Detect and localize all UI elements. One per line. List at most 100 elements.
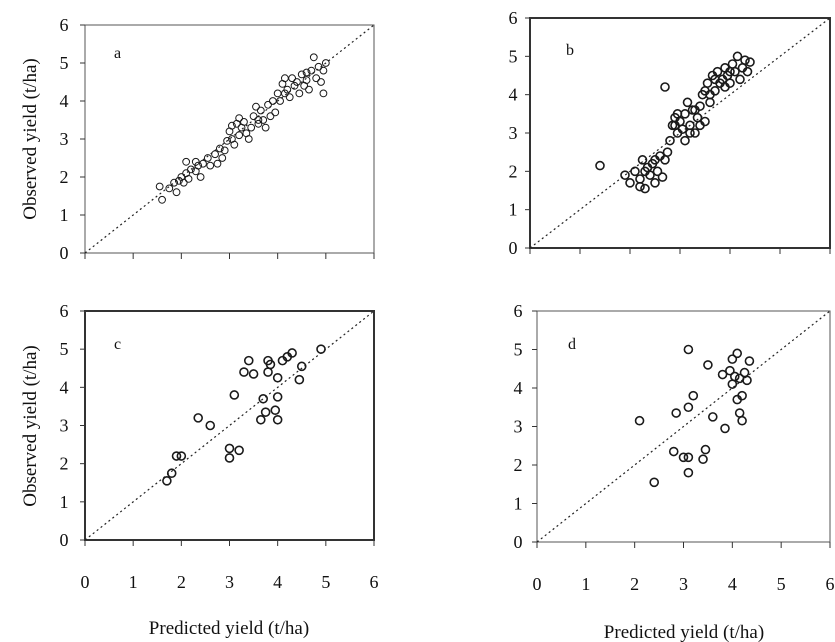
data-point <box>683 402 694 413</box>
y-tick-label: 4 <box>60 377 69 397</box>
data-point <box>707 412 718 422</box>
data-point <box>649 477 660 488</box>
data-point <box>690 128 700 138</box>
data-point <box>176 451 187 461</box>
data-point <box>692 112 703 123</box>
data-point <box>261 123 270 132</box>
data-point <box>682 97 693 108</box>
data-point <box>634 415 645 426</box>
data-point <box>166 468 177 479</box>
data-point <box>266 112 275 121</box>
data-point <box>657 172 668 182</box>
data-point <box>316 344 326 354</box>
data-point <box>702 78 713 88</box>
data-point <box>305 85 313 94</box>
y-tick-label: 4 <box>509 85 518 105</box>
data-point <box>652 166 663 177</box>
data-point <box>744 356 755 366</box>
data-point <box>671 408 681 418</box>
data-point <box>270 405 281 416</box>
data-point <box>223 137 231 145</box>
data-point <box>196 173 205 181</box>
data-point <box>740 55 750 65</box>
data-point <box>690 105 700 115</box>
data-point <box>705 89 715 100</box>
data-point <box>206 161 215 170</box>
data-point <box>678 452 689 463</box>
y-tick-label: 5 <box>514 340 523 360</box>
data-point <box>287 348 297 358</box>
data-point <box>710 74 720 85</box>
data-point <box>235 114 244 122</box>
data-point <box>171 451 182 461</box>
data-point <box>224 443 235 454</box>
panel-c: c Observed yield (t/ha) Predicted yield … <box>20 301 379 639</box>
data-point <box>695 120 705 131</box>
data-point <box>235 131 244 140</box>
data-point <box>283 85 292 94</box>
data-point <box>155 182 164 191</box>
data-point <box>239 367 249 377</box>
one-to-one-line <box>529 17 831 249</box>
y-tick-label: 4 <box>60 91 69 111</box>
data-point <box>737 390 747 401</box>
data-point <box>635 174 645 184</box>
data-point <box>670 120 680 131</box>
data-point <box>745 57 755 67</box>
data-point <box>683 467 694 478</box>
one-to-one-line <box>84 310 375 541</box>
data-point <box>297 70 306 79</box>
data-point <box>321 59 330 67</box>
data-point <box>199 159 207 168</box>
y-tick-label: 6 <box>509 8 518 28</box>
data-point <box>319 66 328 75</box>
data-point <box>213 159 222 168</box>
y-tick-label: 0 <box>509 238 518 258</box>
data-point <box>302 76 311 84</box>
data-point <box>665 135 675 146</box>
panel-letter: d <box>568 336 576 353</box>
y-tick-label: 3 <box>60 129 69 149</box>
y-tick-label: 0 <box>60 530 69 550</box>
data-point <box>211 150 219 159</box>
data-point <box>640 166 650 177</box>
data-point <box>285 93 294 102</box>
y-tick-label: 3 <box>514 417 523 437</box>
x-axis-title: Predicted yield (t/ha) <box>604 622 764 642</box>
data-point <box>258 393 269 404</box>
one-to-one-line <box>536 310 831 543</box>
data-point <box>720 423 730 434</box>
data-point <box>688 390 699 401</box>
data-point <box>727 379 738 389</box>
data-point <box>230 140 239 149</box>
data-point <box>640 183 650 194</box>
data-point <box>194 161 203 170</box>
data-point <box>668 446 679 457</box>
data-point <box>677 124 688 134</box>
data-point <box>630 166 640 177</box>
x-tick-label: 0 <box>533 574 542 594</box>
data-point <box>302 68 311 77</box>
data-point <box>244 135 253 143</box>
y-tick-label: 2 <box>60 167 69 187</box>
data-point <box>240 118 248 126</box>
data-point <box>272 392 283 402</box>
data-point <box>727 59 738 69</box>
data-point <box>685 128 695 138</box>
data-point <box>312 74 321 83</box>
data-point <box>260 407 271 417</box>
data-point <box>172 188 181 197</box>
data-point <box>272 414 283 425</box>
data-point <box>184 175 193 183</box>
data-point <box>252 102 260 111</box>
data-point <box>307 66 316 75</box>
data-point <box>254 116 263 124</box>
data-point <box>742 66 753 77</box>
panel-b: b 0 1 2 3 4 5 6 <box>509 8 831 258</box>
x-tick-label: 6 <box>826 574 835 594</box>
data-point <box>660 82 670 92</box>
data-point <box>293 78 301 86</box>
panel-letter: a <box>114 45 121 62</box>
data-point <box>229 390 240 400</box>
data-point <box>729 371 740 382</box>
